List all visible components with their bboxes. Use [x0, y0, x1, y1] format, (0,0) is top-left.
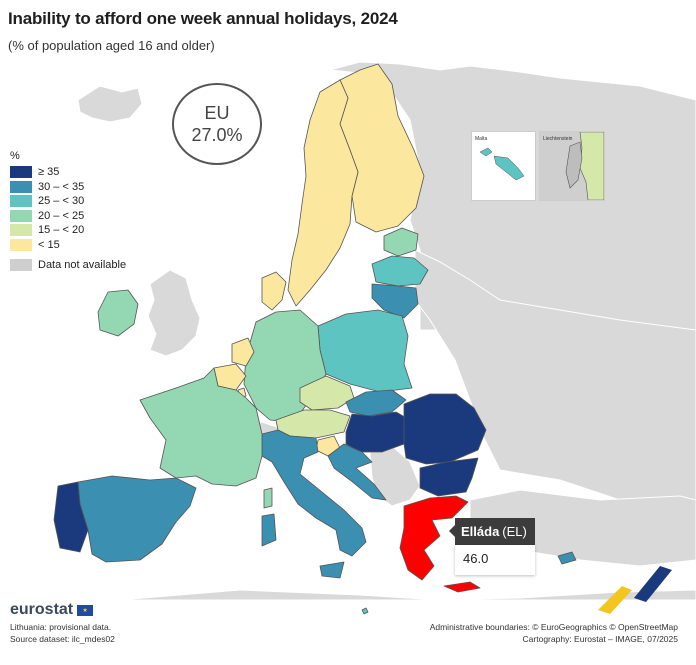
country-cyprus[interactable] [557, 551, 577, 565]
country-france[interactable] [139, 367, 263, 487]
country-malta-main[interactable] [361, 607, 369, 615]
legend-swatch [10, 166, 32, 178]
country-italy-sicily[interactable] [319, 561, 345, 579]
country-sweden[interactable] [287, 79, 359, 307]
legend-label: 15 – < 20 [38, 224, 85, 236]
legend-swatch [10, 209, 32, 222]
legend-swatch [10, 195, 32, 207]
country-croatia[interactable] [327, 443, 387, 501]
inset-malta-label: Malta [475, 136, 488, 142]
tooltip-value: 46.0 [455, 545, 535, 575]
map-legend: % ≥ 35 30 – < 35 25 – < 30 20 – < 25 15 … [10, 150, 126, 273]
tooltip-country: Elláda [461, 524, 500, 539]
malta-shape [479, 147, 525, 181]
tooltip-code: (EL) [502, 524, 527, 539]
inset-malta[interactable]: Malta [471, 131, 536, 201]
country-netherlands[interactable] [231, 337, 255, 367]
country-hungary[interactable] [345, 411, 411, 453]
legend-label: 25 – < 30 [38, 195, 85, 207]
footer-credits: Administrative boundaries: © EuroGeograp… [430, 621, 678, 645]
country-ireland[interactable] [97, 289, 139, 337]
map-subtitle: (% of population aged 16 and older) [8, 38, 215, 53]
eurostat-logo[interactable]: eurostat ★ [10, 601, 94, 619]
country-bulgaria[interactable] [419, 457, 479, 497]
legend-item[interactable]: < 15 [10, 238, 126, 252]
footer-note: Lithuania: provisional data. [10, 622, 112, 632]
legend-label: ≥ 35 [38, 166, 60, 178]
legend-swatch [10, 259, 32, 271]
logo-text: eurostat [10, 601, 74, 618]
eu-label: EU [204, 103, 230, 123]
uk-region[interactable] [147, 269, 201, 357]
country-italy-sardinia[interactable] [261, 513, 277, 547]
north-africa-region[interactable] [119, 589, 696, 601]
eu-average-badge: EU 27.0% [172, 83, 262, 165]
legend-swatch [10, 238, 32, 251]
legend-label: < 15 [38, 238, 60, 251]
country-denmark[interactable] [261, 271, 287, 311]
footer-source: Source dataset: ilc_mdes02 [10, 634, 115, 644]
country-greece[interactable] [399, 495, 469, 581]
footer-notes: Lithuania: provisional data. Source data… [10, 621, 115, 645]
footer-boundaries: Administrative boundaries: © EuroGeograp… [429, 622, 678, 632]
decor-stripes [598, 566, 672, 614]
legend-label: 20 – < 25 [38, 209, 85, 222]
country-tooltip: Elláda (EL) 46.0 [449, 518, 535, 575]
country-greece-crete[interactable] [443, 581, 481, 593]
country-lithuania[interactable] [371, 283, 419, 319]
inset-liechtenstein-label: Liechtenstein [543, 136, 573, 142]
legend-unit: % [10, 150, 20, 162]
legend-item[interactable]: ≥ 35 [10, 165, 126, 179]
legend-swatch [10, 224, 32, 236]
inset-liechtenstein[interactable]: Liechtenstein [539, 131, 605, 201]
iceland-region[interactable] [77, 85, 143, 123]
legend-label: Data not available [38, 259, 127, 271]
legend-item[interactable]: 15 – < 20 [10, 223, 126, 237]
non-eu-land [77, 61, 696, 601]
country-italy[interactable] [261, 429, 367, 557]
tooltip-pointer [449, 525, 455, 537]
legend-swatch [10, 180, 32, 193]
country-romania[interactable] [403, 393, 487, 465]
country-slovakia[interactable] [345, 389, 407, 417]
legend-label: 30 – < 35 [38, 180, 85, 193]
country-portugal[interactable] [53, 481, 89, 553]
legend-item[interactable]: 30 – < 35 [10, 180, 126, 194]
tooltip-header: Elláda (EL) [455, 518, 535, 545]
eu-flag-icon: ★ [77, 604, 94, 616]
country-france-corsica[interactable] [263, 487, 273, 509]
eu-value: 27.0% [191, 125, 243, 145]
legend-item[interactable]: 25 – < 30 [10, 194, 126, 208]
eu-countries [53, 63, 577, 615]
footer-cartography: Cartography: Eurostat – IMAGE, 07/2025 [522, 634, 678, 644]
country-estonia[interactable] [383, 227, 419, 257]
country-latvia[interactable] [371, 255, 429, 287]
liechtenstein-shape [565, 132, 604, 200]
legend-item[interactable]: 20 – < 25 [10, 209, 126, 223]
legend-item-na[interactable]: Data not available [10, 258, 126, 272]
map-title: Inability to afford one week annual holi… [8, 9, 398, 28]
country-spain[interactable] [77, 475, 197, 563]
